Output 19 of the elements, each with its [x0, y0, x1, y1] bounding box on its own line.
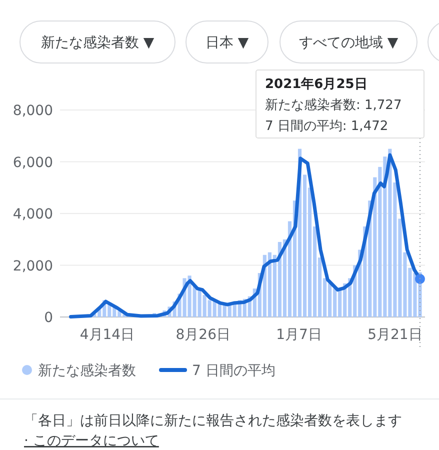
y-tick-label: 8,000 — [12, 103, 53, 119]
x-tick-label: 1月7日 — [276, 327, 322, 343]
x-tick-label: 8月26日 — [176, 327, 231, 343]
text: · このデータについて — [24, 433, 159, 449]
text: 新たな感染者数 ▼ — [40, 35, 154, 51]
x-tick-label: 5月21日 — [368, 327, 422, 343]
legend-label: 新たな感染者数 — [38, 363, 136, 379]
text: 日本 ▼ — [205, 35, 249, 51]
x-tick-label: 4月14日 — [80, 327, 135, 343]
y-tick-label: 6,000 — [12, 154, 53, 171]
annotation: 新たな感染者数: 1,727 — [265, 98, 402, 113]
text: 「各日」は前日以降に新たに報告された感染者数を表します — [24, 413, 402, 429]
y-tick-label: 0 — [44, 310, 53, 326]
text: 2021年6月25日 — [265, 77, 368, 92]
y-tick-label: 4,000 — [12, 206, 53, 222]
legend-label: 7 日間の平均 — [192, 363, 276, 379]
annotation: 7 日間の平均: 1,472 — [265, 119, 388, 134]
y-tick-label: 2,000 — [12, 258, 53, 274]
text: すべての地域 ▼ — [298, 35, 398, 51]
